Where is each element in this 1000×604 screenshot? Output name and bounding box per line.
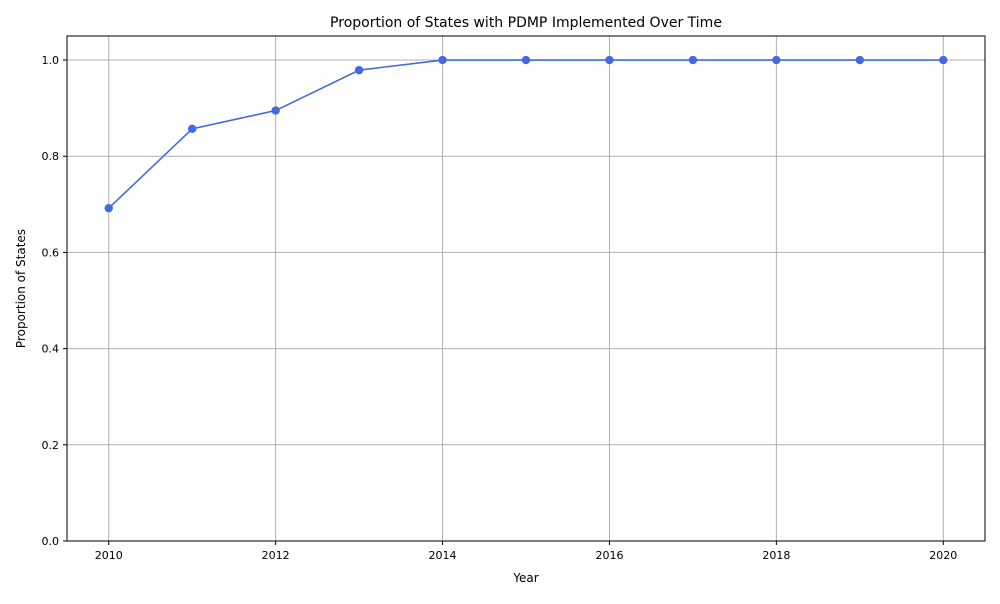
data-point-2020	[939, 55, 948, 65]
data-point-2014	[438, 55, 447, 65]
x-axis-label: Year	[512, 571, 538, 585]
chart-title: Proportion of States with PDMP Implement…	[330, 15, 722, 31]
data-point-2017	[688, 55, 698, 65]
x-tick-label: 2020	[929, 549, 957, 562]
series-line	[108, 59, 944, 209]
y-tick-label: 0.2	[42, 439, 60, 452]
x-tick-label: 2018	[762, 549, 790, 562]
grid-lines	[67, 36, 985, 542]
y-tick-label: 0.6	[42, 246, 60, 259]
data-point-2018	[772, 55, 781, 65]
data-point-2013	[354, 65, 364, 75]
data-point-2015	[521, 55, 531, 65]
y-tick-label: 0.4	[42, 343, 60, 356]
data-point-2019	[855, 55, 865, 65]
plot-area-frame	[66, 35, 986, 542]
x-tick-label: 2010	[95, 549, 123, 562]
x-tick-label: 2012	[262, 549, 290, 562]
data-point-2016	[605, 55, 614, 65]
y-tick-label: 0.8	[42, 150, 60, 163]
x-tick-label: 2016	[595, 549, 623, 562]
x-tick-label: 2014	[429, 549, 457, 562]
series-layer	[104, 55, 948, 213]
y-tick-label: 1.0	[42, 54, 60, 67]
data-point-2010	[104, 203, 113, 213]
y-axis-label: Proportion of States	[14, 229, 28, 348]
axis-ticks: 2010 2012 2014 2016 2018 2020 0.0 0.2 0.4 0.6 0.8 1…	[42, 54, 958, 562]
y-tick-label: 0.0	[42, 535, 60, 548]
data-point-2012	[271, 106, 280, 115]
data-point-2011	[187, 124, 197, 134]
